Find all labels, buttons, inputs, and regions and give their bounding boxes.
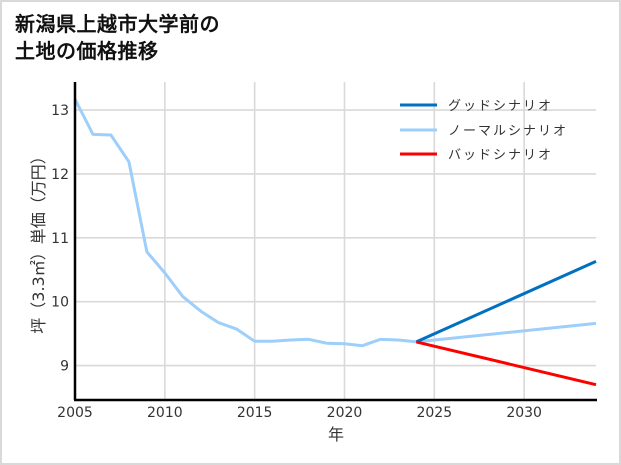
axes bbox=[73, 82, 597, 402]
chart-title: 新潟県上越市大学前の 土地の価格推移 bbox=[15, 11, 220, 65]
chart-title-line-1: 新潟県上越市大学前の bbox=[15, 12, 220, 36]
x-tick-label: 2020 bbox=[327, 405, 363, 421]
x-tick-labels: 2005 2010 2015 2020 2025 2030 bbox=[57, 405, 542, 421]
grid-lines bbox=[75, 82, 596, 400]
x-tick-label: 2015 bbox=[237, 405, 273, 421]
x-tick-label: 2030 bbox=[506, 405, 542, 421]
legend-label: グッドシナリオ bbox=[448, 99, 553, 114]
y-tick-label: 13 bbox=[51, 103, 69, 119]
chart-title-line-2: 土地の価格推移 bbox=[15, 39, 159, 63]
legend-label: ノーマルシナリオ bbox=[448, 124, 568, 139]
y-axis-label: 坪（3.3㎡）単価（万円） bbox=[29, 148, 48, 333]
series-line-0 bbox=[415, 260, 597, 344]
data-series bbox=[73, 98, 597, 387]
legend-label: バッドシナリオ bbox=[448, 148, 553, 163]
y-tick-labels: 9 10 11 12 13 bbox=[51, 103, 69, 374]
y-tick-label: 12 bbox=[51, 167, 69, 183]
series-line-2 bbox=[415, 340, 597, 387]
x-tick-label: 2025 bbox=[416, 405, 452, 421]
x-tick-label: 2010 bbox=[147, 405, 183, 421]
series-line-1 bbox=[73, 98, 597, 348]
y-tick-label: 11 bbox=[51, 231, 69, 247]
x-tick-label: 2005 bbox=[57, 405, 93, 421]
y-tick-label: 10 bbox=[51, 295, 69, 311]
x-axis-label: 年 bbox=[328, 425, 344, 444]
y-tick-label: 9 bbox=[60, 359, 69, 375]
